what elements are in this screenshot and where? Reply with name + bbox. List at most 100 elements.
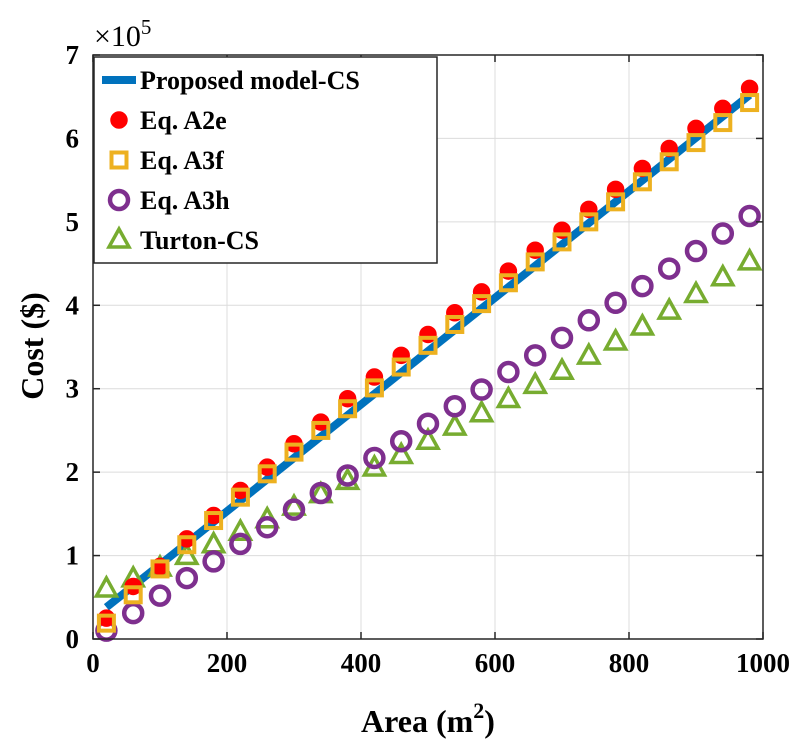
data-point xyxy=(204,511,224,531)
y-axis-label: Cost ($) xyxy=(14,292,50,400)
data-point xyxy=(148,584,172,607)
x-tick-label: 1000 xyxy=(736,648,790,678)
data-point xyxy=(123,585,143,605)
data-point xyxy=(468,399,495,423)
data-point xyxy=(549,356,575,380)
x-tick-label: 400 xyxy=(341,648,382,678)
data-point xyxy=(388,440,415,465)
legend-item: Eq. A2e xyxy=(110,106,227,135)
legend: Proposed model-CS Eq. A2e Eq. A3f Eq. A3h Tu… xyxy=(93,56,438,264)
data-point xyxy=(416,412,440,436)
data-point xyxy=(686,133,706,153)
data-point xyxy=(415,426,441,451)
data-point xyxy=(443,394,467,418)
x-tick-label: 800 xyxy=(609,648,650,678)
data-point xyxy=(96,613,116,633)
legend-item: Turton-CS xyxy=(106,225,259,255)
y-tick-label: 0 xyxy=(66,624,80,654)
data-point xyxy=(550,326,574,350)
data-point xyxy=(736,247,763,271)
data-point xyxy=(632,172,652,192)
data-point xyxy=(229,532,252,556)
y-tick-label: 1 xyxy=(66,541,80,571)
data-point xyxy=(121,601,145,625)
data-point xyxy=(391,357,411,377)
data-point xyxy=(175,566,199,590)
legend-item: Eq. A3f xyxy=(109,146,224,175)
data-point xyxy=(227,517,254,541)
data-point xyxy=(441,412,468,436)
axes-frame xyxy=(92,54,764,640)
data-point xyxy=(445,314,465,334)
data-point xyxy=(200,530,227,554)
legend-marker xyxy=(109,150,129,170)
y-tick-label: 7 xyxy=(66,40,80,70)
x-tick-label: 0 xyxy=(86,648,100,678)
y-tick-label: 2 xyxy=(66,457,80,487)
x-tick-label: 200 xyxy=(207,648,248,678)
y-tick-label: 5 xyxy=(66,207,80,237)
series-eq-a3f xyxy=(96,93,760,633)
data-point xyxy=(389,430,413,453)
legend-label: Eq. A2e xyxy=(140,106,227,135)
data-point xyxy=(709,263,736,287)
data-point xyxy=(659,152,679,172)
data-point xyxy=(281,492,307,516)
data-point xyxy=(522,370,549,395)
data-point xyxy=(255,515,279,539)
data-point xyxy=(523,344,547,367)
data-point xyxy=(711,222,735,245)
data-point xyxy=(284,442,304,462)
data-point xyxy=(177,535,197,555)
data-point xyxy=(309,481,333,505)
data-point xyxy=(656,296,683,320)
y-tick-label: 6 xyxy=(66,123,80,153)
data-point xyxy=(472,294,492,314)
data-point xyxy=(93,574,120,598)
data-point xyxy=(683,279,709,304)
data-point xyxy=(311,420,331,440)
data-point xyxy=(684,239,708,263)
data-point xyxy=(575,341,602,365)
legend-label: Proposed model-CS xyxy=(140,66,360,95)
data-point xyxy=(257,464,277,484)
plot-series xyxy=(93,79,763,642)
data-point xyxy=(498,273,518,293)
data-point xyxy=(202,550,225,573)
data-point xyxy=(738,204,761,228)
legend-label: Eq. A3h xyxy=(140,186,230,215)
data-point xyxy=(740,93,760,113)
legend-box xyxy=(93,56,438,264)
data-point xyxy=(230,487,250,507)
data-point xyxy=(713,113,733,133)
data-point xyxy=(150,559,170,579)
data-point xyxy=(629,312,656,336)
y-tick-label: 4 xyxy=(66,290,80,320)
data-point xyxy=(173,541,200,566)
data-point xyxy=(334,466,361,491)
data-point xyxy=(631,274,654,298)
series-eq-a3h xyxy=(95,204,761,642)
x-axis-label: Area (m2) xyxy=(361,698,495,739)
y-multiplier: ×105 xyxy=(94,15,151,53)
data-point xyxy=(577,309,601,332)
legend-label: Turton-CS xyxy=(140,226,259,255)
data-point xyxy=(552,232,572,252)
data-point xyxy=(657,257,681,280)
axis-ticks: 0 200 400 600 800 1000 0 1 2 3 4 5 6 7 xyxy=(66,40,791,678)
legend-marker xyxy=(107,188,131,212)
legend-marker xyxy=(110,111,128,129)
data-point xyxy=(497,360,520,384)
data-point xyxy=(418,335,438,355)
legend-label: Eq. A3f xyxy=(140,146,224,175)
data-point xyxy=(606,192,626,212)
data-point xyxy=(579,212,599,232)
legend-item: Proposed model-CS xyxy=(102,66,360,95)
legend-item: Eq. A3h xyxy=(107,186,230,215)
data-point xyxy=(282,498,306,521)
data-point xyxy=(363,446,386,470)
x-tick-label: 600 xyxy=(475,648,516,678)
data-point xyxy=(604,291,627,315)
data-point xyxy=(364,378,384,398)
